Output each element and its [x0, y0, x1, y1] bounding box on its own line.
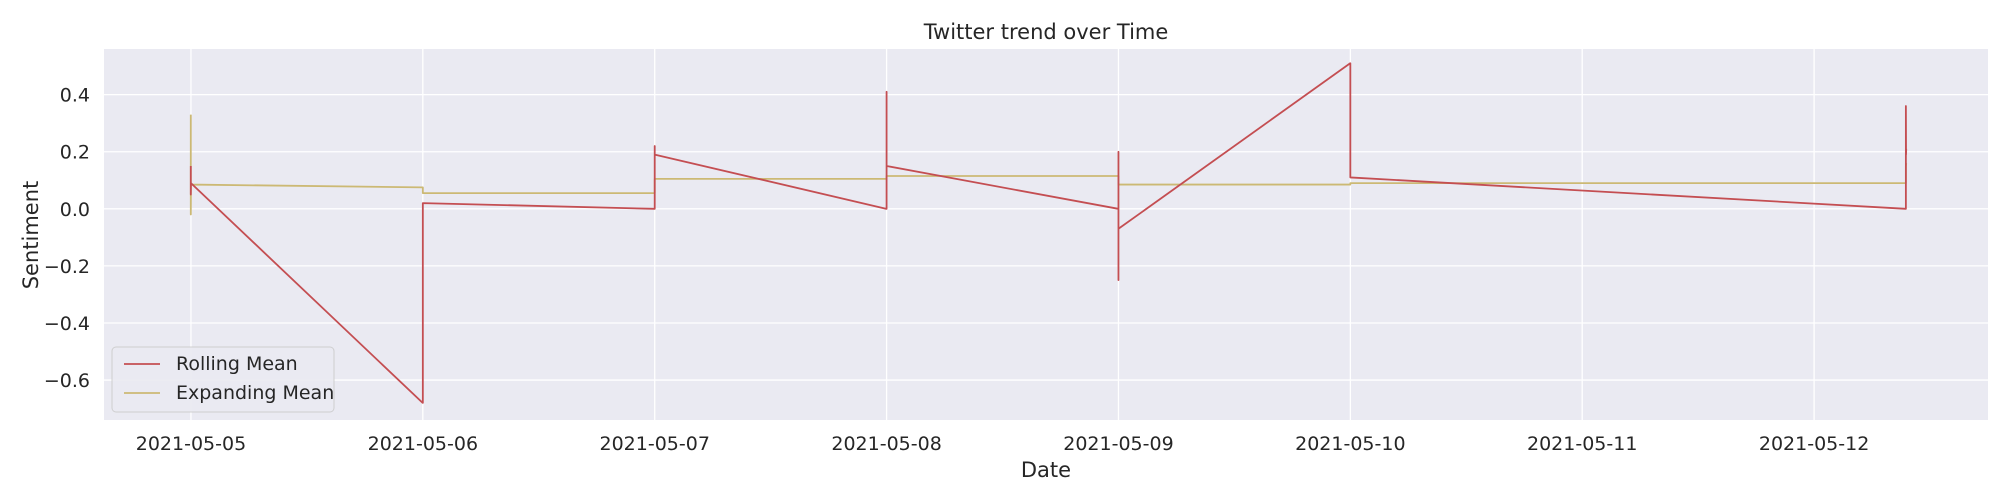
y-tick-label: −0.6: [44, 370, 90, 392]
x-tick-label: 2021-05-09: [1063, 433, 1173, 455]
x-tick-labels: 2021-05-05 2021-05-06 2021-05-07 2021-05-08…: [136, 433, 1870, 455]
y-tick-label: 0.2: [60, 142, 90, 164]
series-line-rolling-mean: [189, 62, 1908, 404]
legend-label-rolling-mean: Rolling Mean: [176, 353, 298, 375]
x-tick-label: 2021-05-07: [599, 433, 709, 455]
x-axis-title: Date: [1021, 458, 1071, 482]
legend: Rolling Mean Expanding Mean: [111, 346, 335, 413]
x-tick-label: 2021-05-11: [1527, 433, 1637, 455]
x-tick-label: 2021-05-12: [1759, 433, 1869, 455]
x-tick-label: 2021-05-08: [831, 433, 941, 455]
x-tick-label: 2021-05-10: [1295, 433, 1405, 455]
y-tick-label: −0.4: [44, 313, 90, 335]
x-tick-label: 2021-05-05: [136, 433, 246, 455]
y-tick-labels: −0.6 −0.4 −0.2 0.0 0.2 0.4: [44, 85, 90, 392]
legend-box: [111, 346, 335, 413]
y-tick-label: −0.2: [44, 256, 90, 278]
y-axis-title: Sentiment: [19, 181, 43, 290]
y-tick-label: 0.4: [60, 85, 90, 107]
plot-background: [104, 49, 1988, 420]
legend-label-expanding-mean: Expanding Mean: [176, 382, 334, 404]
x-tick-label: 2021-05-06: [368, 433, 478, 455]
y-tick-label: 0.0: [60, 199, 90, 221]
chart-title: Twitter trend over Time: [923, 20, 1169, 44]
series-layer: [189, 62, 1908, 404]
y-gridlines: [104, 94, 1988, 381]
